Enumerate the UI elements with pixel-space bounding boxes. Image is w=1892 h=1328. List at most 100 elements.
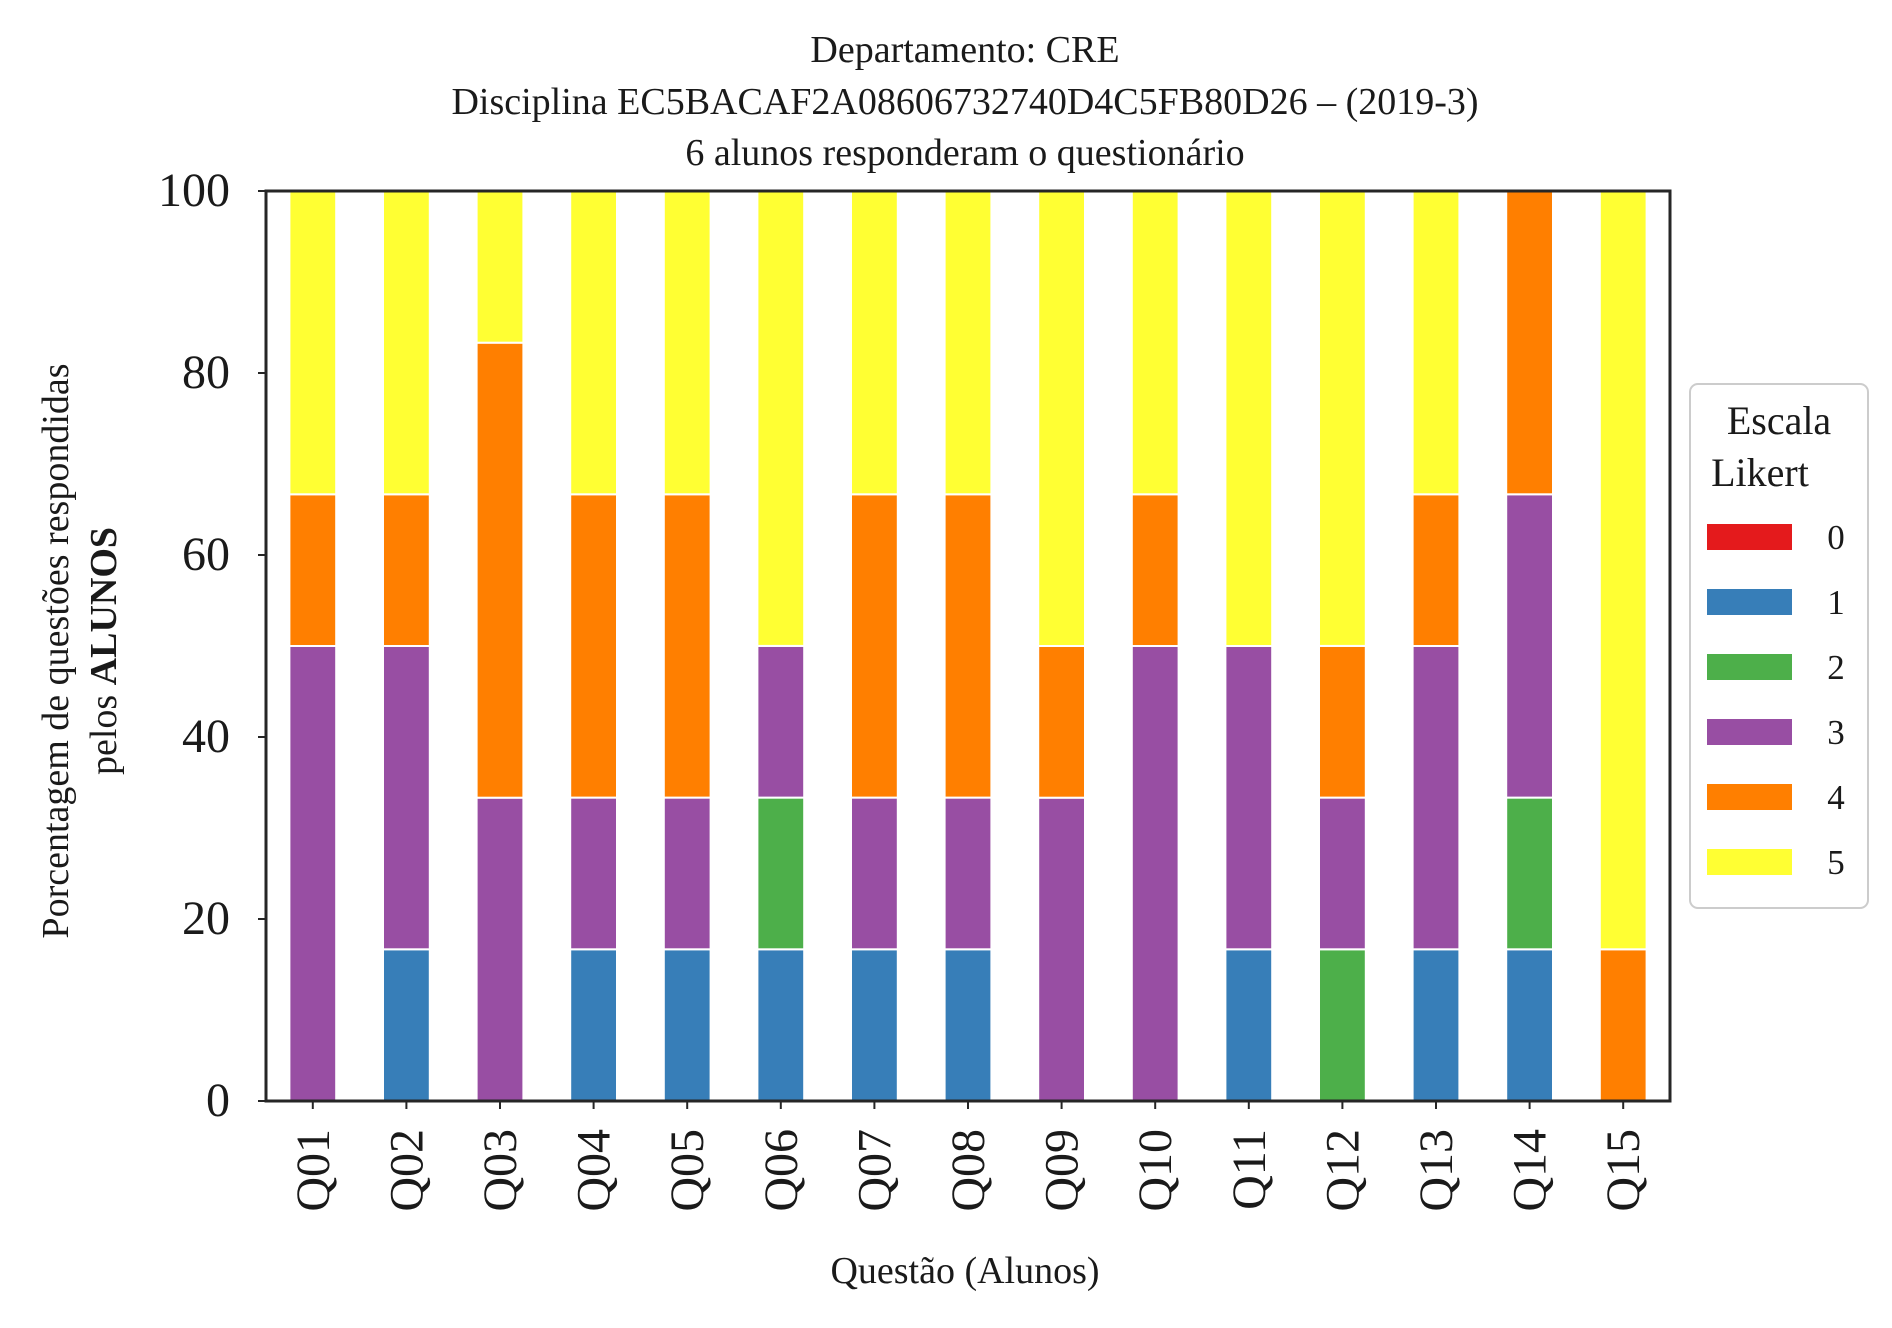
x-tick-label: Q14	[1504, 1129, 1557, 1212]
bar-Q03-likert-4	[475, 341, 525, 799]
bar-Q09-likert-3	[1037, 796, 1086, 1103]
legend-items: 0 1 2 3 4 5	[1707, 518, 1845, 882]
title-line-3: 6 alunos responderam o questionário	[685, 132, 1244, 174]
chart-title: Departamento: CRE Disciplina EC5BACAF2A0…	[451, 29, 1478, 174]
bar-Q05-likert-3	[662, 796, 712, 951]
bar-Q11-likert-3	[1224, 645, 1274, 951]
bar-Q07-likert-5	[850, 190, 899, 496]
x-tick-label: Q07	[848, 1129, 901, 1212]
y-tick-label: 80	[182, 346, 230, 399]
legend-swatch-1	[1707, 589, 1792, 615]
y-axis-label-line-2: pelos ALUNOS	[83, 527, 125, 775]
y-tick-label: 100	[158, 164, 230, 217]
legend-swatch-0	[1707, 524, 1792, 550]
bar-Q08-likert-3	[943, 796, 993, 951]
bars-layer	[288, 189, 1648, 1103]
x-tick-label: Q13	[1410, 1129, 1463, 1212]
x-tick-label: Q03	[474, 1129, 527, 1212]
y-tick-label: 20	[182, 892, 230, 945]
y-tick-label: 60	[182, 528, 230, 581]
bar-Q06-likert-3	[756, 644, 806, 799]
x-tick-label: Q01	[287, 1129, 340, 1212]
legend-label-4: 4	[1827, 778, 1845, 817]
bar-Q03-likert-3	[475, 796, 525, 1103]
title-line-2: Disciplina EC5BACAF2A08606732740D4C5FB80…	[451, 81, 1478, 123]
bar-Q02-likert-4	[382, 493, 431, 648]
bar-Q12-likert-5	[1318, 189, 1367, 647]
x-tick-label: Q12	[1316, 1129, 1369, 1212]
bar-Q04-likert-3	[569, 796, 619, 951]
y-tick-label: 40	[182, 710, 230, 763]
legend-title-line-2: Likert	[1711, 450, 1809, 495]
bar-Q11-likert-5	[1224, 190, 1274, 647]
legend-swatch-2	[1707, 654, 1792, 680]
bar-Q02-likert-5	[382, 190, 431, 496]
y-axis: 0 20 40 60 80 100	[158, 164, 266, 1127]
x-tick-label: Q09	[1036, 1129, 1089, 1212]
y-axis-label: Porcentagem de questões respondidas pelo…	[35, 363, 125, 938]
x-tick-label: Q11	[1223, 1129, 1276, 1210]
bar-Q13-likert-5	[1411, 190, 1461, 496]
bar-Q13-likert-3	[1411, 645, 1461, 951]
y-tick-label: 0	[206, 1074, 230, 1127]
bar-Q08-likert-5	[943, 190, 993, 496]
bar-Q01-likert-4	[288, 493, 338, 648]
x-axis: Q01 Q02 Q03 Q04 Q05 Q06 Q07 Q08 Q09 Q10 Q11 Q12 Q13 Q…	[287, 1101, 1650, 1212]
bar-Q05-likert-1	[662, 948, 712, 1102]
legend-label-3: 3	[1827, 713, 1845, 752]
bar-Q14-likert-1	[1505, 948, 1554, 1102]
bar-Q14-likert-2	[1505, 796, 1554, 951]
bar-Q06-likert-1	[756, 948, 806, 1102]
x-axis-label: Questão (Alunos)	[830, 1250, 1099, 1292]
y-axis-label-line-1: Porcentagem de questões respondidas	[35, 363, 77, 938]
bar-Q12-likert-2	[1318, 948, 1367, 1102]
bar-Q02-likert-1	[382, 948, 431, 1102]
bar-Q13-likert-4	[1411, 493, 1461, 648]
y-axis-label-prefix: pelos	[83, 685, 125, 775]
bar-Q04-likert-1	[569, 948, 619, 1102]
bar-Q09-likert-4	[1037, 645, 1086, 799]
plot-frame	[264, 189, 1672, 1103]
x-tick-label: Q04	[568, 1129, 621, 1212]
bar-Q09-likert-5	[1037, 190, 1086, 647]
y-axis-label-bold: ALUNOS	[83, 527, 125, 685]
bar-Q12-likert-4	[1318, 644, 1367, 799]
bar-Q10-likert-4	[1130, 493, 1180, 648]
x-tick-label: Q05	[661, 1129, 714, 1212]
bar-Q10-likert-5	[1130, 190, 1180, 496]
bar-Q04-likert-5	[569, 190, 619, 496]
bar-Q07-likert-1	[850, 948, 899, 1102]
bar-Q14-likert-3	[1505, 493, 1554, 799]
bar-Q02-likert-3	[382, 645, 431, 951]
x-tick-label: Q10	[1129, 1129, 1182, 1212]
bar-Q05-likert-4	[662, 493, 712, 799]
legend-label-2: 2	[1827, 648, 1845, 687]
legend-swatch-4	[1707, 784, 1792, 810]
title-line-1: Departamento: CRE	[810, 29, 1119, 71]
bar-Q12-likert-3	[1318, 796, 1367, 951]
bar-Q07-likert-4	[850, 493, 899, 799]
bar-Q08-likert-4	[943, 493, 993, 799]
legend-label-5: 5	[1827, 843, 1845, 882]
bar-Q01-likert-5	[288, 190, 338, 496]
bar-Q01-likert-3	[288, 645, 338, 1102]
x-tick-label: Q08	[942, 1129, 995, 1212]
bar-Q15-likert-5	[1598, 190, 1648, 951]
bar-Q06-likert-2	[756, 796, 806, 951]
bar-Q13-likert-1	[1411, 948, 1461, 1102]
bar-Q08-likert-1	[943, 948, 993, 1102]
legend-swatch-5	[1707, 849, 1792, 875]
bar-Q03-likert-5	[475, 190, 525, 344]
legend-frame	[1689, 383, 1869, 909]
legend-label-0: 0	[1827, 518, 1845, 557]
bar-Q14-likert-4	[1505, 190, 1554, 496]
legend: Escala Likert 0 1 2 3 4 5	[1689, 383, 1869, 909]
x-tick-label: Q15	[1597, 1129, 1650, 1212]
bar-Q05-likert-5	[662, 190, 712, 496]
bar-Q15-likert-4	[1598, 948, 1648, 1102]
bar-Q06-likert-5	[756, 189, 806, 647]
legend-label-1: 1	[1827, 583, 1845, 622]
x-tick-label: Q06	[755, 1129, 808, 1212]
bar-Q07-likert-3	[850, 796, 899, 951]
